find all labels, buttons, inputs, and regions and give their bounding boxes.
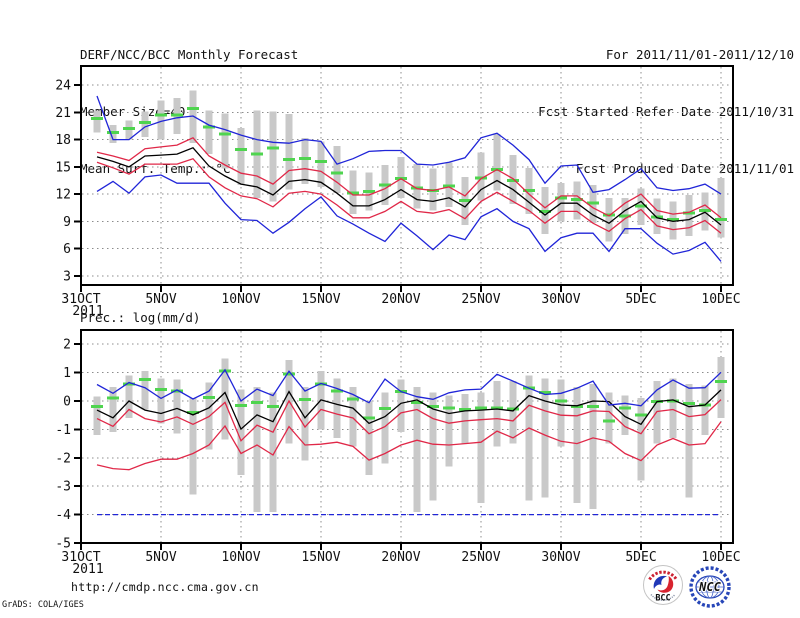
svg-text:20NOV: 20NOV bbox=[381, 292, 420, 307]
svg-text:10DEC: 10DEC bbox=[701, 550, 740, 565]
refer-date-label: Fcst Started Refer Date 2011/10/31 bbox=[538, 104, 794, 119]
svg-text:5DEC: 5DEC bbox=[625, 550, 656, 565]
svg-text:6: 6 bbox=[63, 242, 71, 257]
svg-text:25NOV: 25NOV bbox=[461, 292, 500, 307]
produced-date-label: Fcst Produced Date 2011/11/01 bbox=[575, 161, 794, 176]
svg-text:21: 21 bbox=[55, 106, 71, 121]
svg-text:25NOV: 25NOV bbox=[461, 550, 500, 565]
svg-text:-5: -5 bbox=[55, 537, 71, 552]
svg-text:2011: 2011 bbox=[72, 304, 103, 319]
svg-text:2: 2 bbox=[63, 338, 71, 353]
svg-text:3: 3 bbox=[63, 269, 71, 284]
svg-text:1: 1 bbox=[63, 366, 71, 381]
grads-credit: GrADS: COLA/IGES bbox=[2, 600, 84, 610]
svg-text:24: 24 bbox=[55, 79, 71, 94]
svg-text:2011: 2011 bbox=[72, 562, 103, 577]
svg-text:31OCT: 31OCT bbox=[61, 292, 100, 307]
svg-text:0: 0 bbox=[63, 395, 71, 410]
ncc-logo: NCC bbox=[689, 566, 731, 608]
svg-text:15NOV: 15NOV bbox=[301, 292, 340, 307]
svg-text:5NOV: 5NOV bbox=[145, 292, 176, 307]
svg-text:18: 18 bbox=[55, 133, 71, 148]
svg-text:12: 12 bbox=[55, 188, 71, 203]
svg-text:30NOV: 30NOV bbox=[541, 550, 580, 565]
ncc-wreath-icon bbox=[689, 566, 731, 608]
svg-text:-1: -1 bbox=[55, 423, 71, 438]
svg-text:-3: -3 bbox=[55, 480, 71, 495]
svg-text:31OCT: 31OCT bbox=[61, 550, 100, 565]
svg-text:15NOV: 15NOV bbox=[301, 550, 340, 565]
header-right: For 2011/11/01-2011/12/10 Fcst Started R… bbox=[538, 7, 794, 216]
ncc-label: NCC bbox=[698, 580, 721, 594]
svg-text:30NOV: 30NOV bbox=[541, 292, 580, 307]
svg-text:10DEC: 10DEC bbox=[701, 292, 740, 307]
bcc-swirl-blue-icon bbox=[653, 575, 667, 589]
bcc-bottom-arc-icon bbox=[650, 594, 676, 601]
precipitation-chart-title: Prec.: log(mm/d) bbox=[80, 310, 201, 325]
svg-text:5DEC: 5DEC bbox=[625, 292, 656, 307]
svg-text:5NOV: 5NOV bbox=[145, 550, 176, 565]
page-title: DERF/NCC/BCC Monthly Forecast bbox=[80, 47, 299, 62]
svg-text:-2: -2 bbox=[55, 451, 71, 466]
bcc-logo: BCC bbox=[643, 565, 683, 605]
svg-text:10NOV: 10NOV bbox=[221, 550, 260, 565]
svg-text:9: 9 bbox=[63, 215, 71, 230]
svg-text:10NOV: 10NOV bbox=[221, 292, 260, 307]
bcc-swirl-red-icon bbox=[657, 576, 674, 593]
svg-text:20NOV: 20NOV bbox=[381, 550, 420, 565]
svg-text:15: 15 bbox=[55, 160, 71, 175]
forecast-range-label: For 2011/11/01-2011/12/10 bbox=[605, 47, 794, 62]
source-url: http://cmdp.ncc.cma.gov.cn bbox=[71, 580, 259, 594]
svg-text:-4: -4 bbox=[55, 508, 71, 523]
bcc-label: BCC bbox=[655, 594, 670, 604]
ncc-parallels-icon bbox=[696, 581, 724, 593]
